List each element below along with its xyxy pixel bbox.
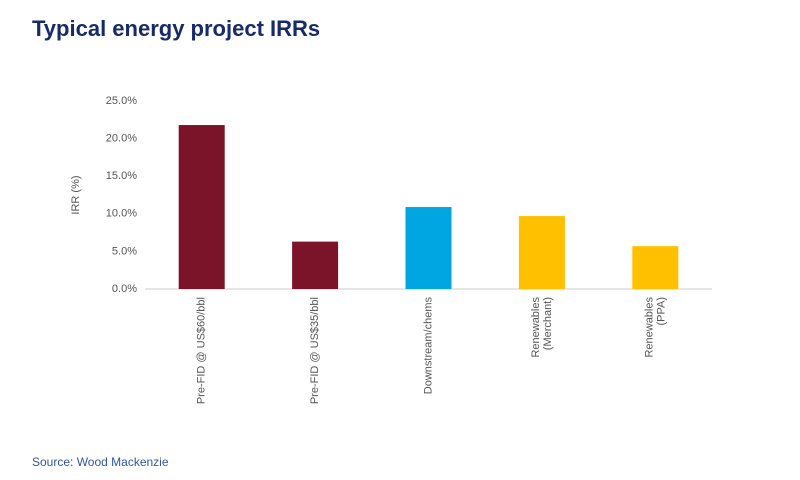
bar: [178, 125, 225, 290]
y-tick-label: 25.0%: [106, 95, 137, 107]
y-tick-label: 20.0%: [106, 133, 137, 145]
x-tick-label: Renewables(Merchant): [530, 297, 554, 358]
y-tick-label: 0.0%: [112, 283, 137, 295]
x-tick-label: Pre-FID @ US$35/bbl: [309, 297, 321, 404]
y-tick-label: 5.0%: [112, 245, 137, 257]
y-tick-label: 10.0%: [106, 208, 137, 220]
chart-title: Typical energy project IRRs: [32, 16, 320, 41]
source: Source: Wood Mackenzie: [32, 455, 169, 469]
bar: [405, 207, 452, 289]
bar: [632, 246, 679, 289]
y-axis-label: IRR (%): [70, 175, 82, 214]
bar: [518, 216, 565, 289]
x-tick-label: Pre-FID @ US$60/bbl: [196, 297, 208, 404]
x-tick-label: Renewables(PPA): [643, 297, 667, 358]
bar: [292, 241, 339, 289]
y-tick-label: 15.0%: [106, 170, 137, 182]
x-tick-label: Downstream/chems: [422, 297, 434, 395]
